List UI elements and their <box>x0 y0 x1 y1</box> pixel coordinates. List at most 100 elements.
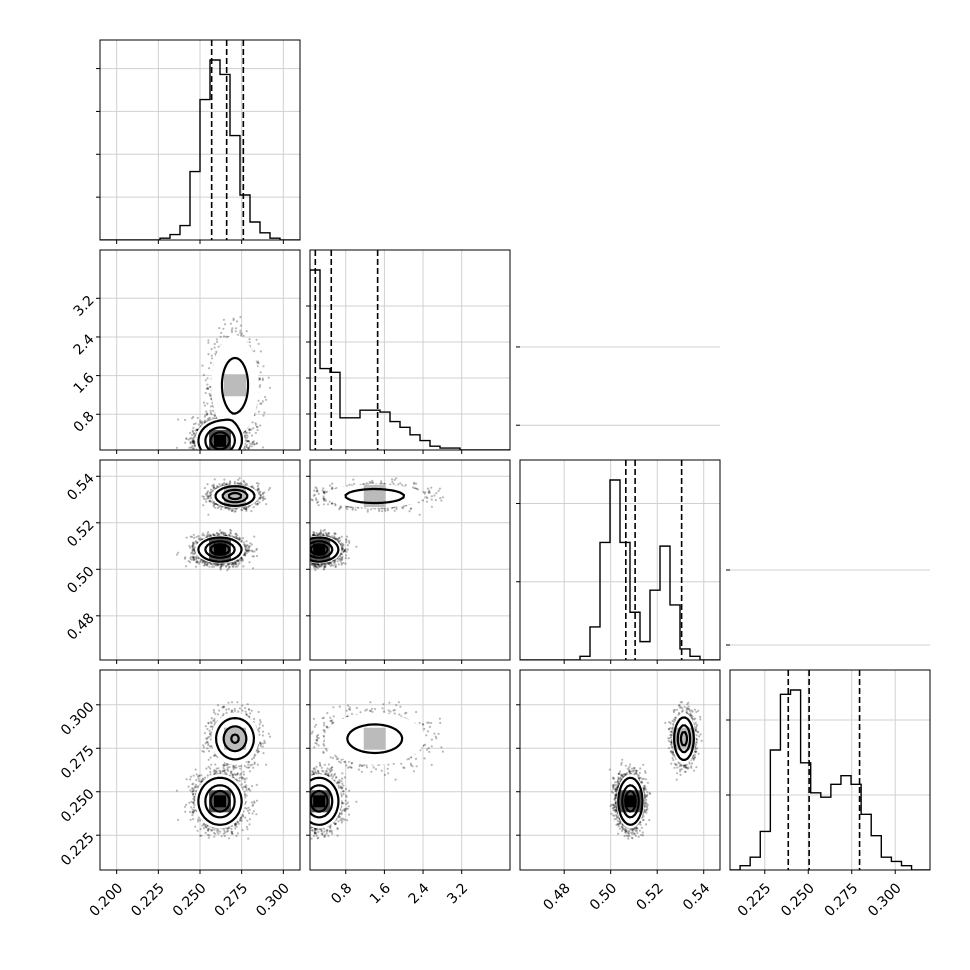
sample-point <box>210 413 213 416</box>
sample-point <box>189 446 193 449</box>
sample-point <box>209 395 212 398</box>
sample-point <box>220 331 223 334</box>
sample-point <box>225 335 228 338</box>
sample-point <box>232 317 235 320</box>
sample-point <box>218 327 221 330</box>
sample-point <box>206 387 209 390</box>
sample-point <box>192 441 195 444</box>
sample-point <box>217 345 220 348</box>
sample-point <box>251 421 254 424</box>
sample-point <box>206 418 209 421</box>
sample-point <box>247 447 250 450</box>
sample-point <box>183 418 187 421</box>
sample-point <box>210 357 214 360</box>
sample-point <box>203 415 206 418</box>
sample-point <box>192 440 195 443</box>
sample-point <box>213 414 216 417</box>
sample-point <box>258 378 261 381</box>
sample-point <box>207 387 210 390</box>
sample-point <box>213 414 216 417</box>
scatter-panel: 0.81.62.43.2 <box>71 249 301 454</box>
sample-point <box>205 412 208 415</box>
sample-point <box>239 331 242 334</box>
sample-point <box>209 409 212 412</box>
sample-point <box>210 348 213 351</box>
sample-point <box>255 425 258 428</box>
sample-point <box>207 387 210 390</box>
sample-point <box>230 330 234 334</box>
sample-point <box>213 342 216 346</box>
sample-point <box>175 446 178 449</box>
sample-point <box>258 385 261 389</box>
sample-point <box>239 316 242 319</box>
sample-point <box>213 417 216 420</box>
sample-point <box>243 447 246 450</box>
sample-point <box>190 433 194 436</box>
sample-point <box>247 440 251 443</box>
sample-point <box>200 421 203 425</box>
sample-point <box>193 441 196 444</box>
sample-point <box>208 392 211 395</box>
sample-point <box>194 422 197 425</box>
sample-point <box>245 330 248 333</box>
sample-point <box>248 428 251 431</box>
sample-point <box>245 434 248 437</box>
sample-point <box>255 338 258 341</box>
sample-point <box>209 411 212 414</box>
sample-point <box>193 434 196 437</box>
sample-point <box>190 441 193 444</box>
sample-point <box>240 332 243 335</box>
sample-point <box>253 443 256 446</box>
sample-point <box>206 377 209 380</box>
sample-point <box>191 430 194 433</box>
sample-point <box>216 340 219 343</box>
sample-point <box>253 443 256 446</box>
sample-point <box>192 447 195 450</box>
histogram-panel <box>96 39 301 244</box>
sample-point <box>184 441 187 444</box>
sample-point <box>258 378 261 381</box>
sample-point <box>251 442 254 445</box>
sample-point <box>192 432 195 435</box>
sample-point <box>254 422 257 425</box>
sample-point <box>245 437 248 440</box>
sample-point <box>193 436 196 439</box>
sample-point <box>191 440 195 443</box>
sample-point <box>191 429 194 432</box>
sample-point <box>196 428 199 431</box>
sample-point <box>185 437 188 440</box>
sample-point <box>215 350 218 353</box>
sample-point <box>206 413 209 416</box>
sample-point <box>192 439 195 442</box>
sample-point <box>253 350 256 353</box>
sample-point <box>251 441 254 444</box>
sample-point <box>197 423 200 426</box>
sample-point <box>208 367 211 370</box>
sample-point <box>250 428 253 431</box>
sample-point <box>242 334 245 337</box>
sample-point <box>214 352 217 355</box>
sample-point <box>196 416 199 419</box>
sample-point <box>248 341 251 344</box>
sample-point <box>208 416 211 419</box>
sample-point <box>256 361 259 364</box>
sample-point <box>203 419 206 422</box>
sample-point <box>236 333 239 336</box>
sample-point <box>254 423 257 426</box>
sample-point <box>205 387 208 390</box>
sample-point <box>209 405 213 408</box>
sample-point <box>191 446 194 449</box>
sample-point <box>247 446 250 449</box>
sample-point <box>247 447 250 450</box>
sample-point <box>206 402 209 405</box>
sample-point <box>250 434 254 437</box>
sample-point <box>235 320 239 323</box>
sample-point <box>239 329 242 332</box>
sample-point <box>192 442 195 445</box>
sample-point <box>239 324 242 327</box>
sample-point <box>190 417 194 420</box>
sample-point <box>254 431 257 434</box>
histogram-step <box>100 59 300 240</box>
sample-point <box>257 410 260 413</box>
sample-point <box>261 377 264 380</box>
